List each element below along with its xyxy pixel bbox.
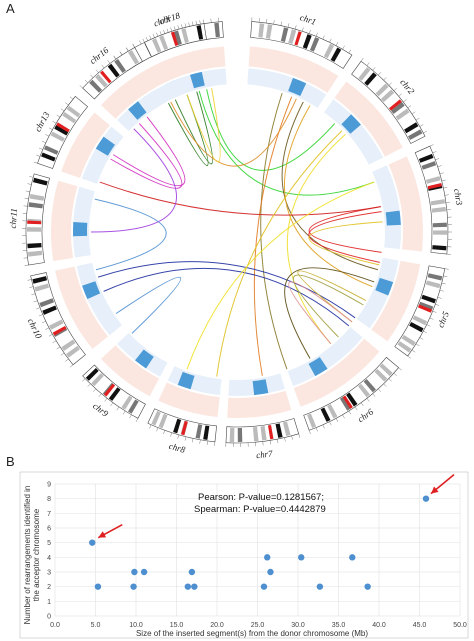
- x-tick-label: 10.0: [129, 622, 143, 629]
- data-point: [298, 554, 305, 561]
- x-tick-label: 30.0: [291, 622, 305, 629]
- inserted-segment: [73, 221, 88, 237]
- data-point: [89, 539, 96, 546]
- y-tick-label: 6: [47, 526, 51, 533]
- x-axis-title: Size of the inserted segment(s) from the…: [136, 629, 368, 638]
- plot-frame: [19, 471, 469, 639]
- link-lines: [90, 88, 383, 377]
- chromosome-arc: chr9: [82, 332, 168, 422]
- data-point: [349, 554, 356, 561]
- y-axis-title-line1: Number of rearrangements identified in: [23, 486, 32, 625]
- tick-labels: 0 1 2 3 4 5 6 7 8 9 0.0 5.0 10.0 15.0 20.0 25.0 30.0 35.0…: [47, 482, 467, 630]
- data-point: [191, 583, 198, 590]
- inserted-segment: [177, 371, 195, 390]
- data-point: [130, 583, 137, 590]
- x-tick-label: 0.0: [50, 622, 60, 629]
- chromosome-label: chr11: [8, 208, 19, 229]
- x-tick-label: 5.0: [91, 622, 101, 629]
- grid: [54, 483, 461, 617]
- data-point: [267, 568, 274, 576]
- data-point: [422, 495, 430, 502]
- highlight-arrows: [97, 474, 455, 539]
- y-tick-label: 1: [47, 599, 51, 606]
- x-tick-label: 35.0: [332, 622, 346, 629]
- inserted-segment: [252, 379, 269, 396]
- chromosome-label: chr9: [91, 401, 111, 419]
- chromosome-arc: chr13: [33, 95, 124, 184]
- chromosome-arc: chr7: [225, 373, 301, 460]
- inserted-segment: [341, 114, 361, 134]
- data-point: [260, 583, 268, 590]
- inserted-segment: [95, 136, 115, 156]
- chromosome-label: chr3: [452, 188, 465, 206]
- chromosome-label: chr1: [299, 12, 318, 27]
- x-tick-label: 15.0: [170, 622, 184, 629]
- highlight-arrow: [97, 523, 123, 539]
- panel-a-letter: A: [6, 1, 15, 16]
- highlight-arrow: [430, 474, 455, 495]
- chromosome-label: chr13: [33, 110, 52, 134]
- x-tick-label: 45.0: [413, 622, 427, 629]
- x-tick-label: 50.0: [453, 622, 467, 629]
- data-point: [131, 568, 138, 576]
- chromosome-arc: chr6: [287, 327, 402, 435]
- chromosome-label: chr18: [158, 10, 182, 26]
- chromosome-label: chr6: [356, 406, 376, 424]
- inserted-segment: [308, 357, 328, 377]
- inserted-segment: [288, 77, 307, 96]
- inserted-segment: [190, 71, 205, 89]
- y-tick-label: 9: [47, 482, 51, 489]
- chromosome-label: chr8: [168, 441, 187, 455]
- data-points: [89, 495, 430, 590]
- chromosome-arc: chr1: [247, 12, 353, 108]
- y-tick-label: 0: [47, 614, 51, 621]
- chromosome-arc: chr8: [147, 366, 222, 455]
- chromosome-label: chr10: [26, 317, 44, 341]
- y-tick-label: 4: [47, 555, 51, 562]
- chromosome-label: chr2: [398, 77, 417, 96]
- inserted-segment: [82, 281, 101, 300]
- data-point: [94, 583, 102, 590]
- chromosome-arc: chr3: [372, 144, 465, 255]
- x-tick-label: 20.0: [210, 622, 224, 629]
- chromosome-label: chr7: [256, 448, 274, 460]
- chromosome-arc: chr2: [323, 57, 427, 165]
- data-point: [264, 554, 271, 561]
- x-tick-label: 40.0: [372, 622, 386, 629]
- y-tick-label: 7: [47, 511, 51, 518]
- inserted-segment: [375, 277, 394, 296]
- chromosome-label: chr5: [435, 310, 451, 330]
- panel-b-letter: B: [6, 454, 15, 469]
- data-point: [364, 583, 371, 590]
- inserted-segment: [135, 349, 154, 369]
- inserted-segment: [128, 101, 147, 120]
- data-point: [316, 583, 324, 590]
- data-point: [188, 568, 196, 576]
- y-tick-label: 8: [47, 496, 51, 503]
- y-tick-label: 3: [47, 570, 51, 577]
- chromosome-arc: chr18: [142, 10, 214, 99]
- data-point: [140, 568, 148, 576]
- circos-plot: chrX chr1chr2chr3chr5chr6chr7chr8chr9chr1…: [8, 10, 465, 460]
- inserted-segment: [385, 210, 401, 226]
- x-tick-label: 25.0: [251, 622, 265, 629]
- chromosome-arc: chr5: [356, 257, 451, 359]
- scatter-plot: 0 1 2 3 4 5 6 7 8 9 0.0 5.0 10.0 15.0 20.0 25.0 30.0 35.0…: [19, 471, 469, 639]
- data-point: [184, 583, 192, 590]
- chromosome-arc: chr11: [8, 173, 95, 266]
- pearson-stat: Pearson: P-value=0.1281567;: [198, 492, 324, 503]
- y-tick-label: 5: [47, 540, 51, 547]
- y-axis-title-line2: the acceptor chromosome: [32, 508, 41, 601]
- chromosome-arc: chr10: [26, 262, 122, 368]
- spearman-stat: Spearman: P-value=0.4442879: [194, 504, 326, 515]
- y-tick-label: 2: [47, 584, 51, 591]
- chromosome-label: chr16: [88, 45, 111, 66]
